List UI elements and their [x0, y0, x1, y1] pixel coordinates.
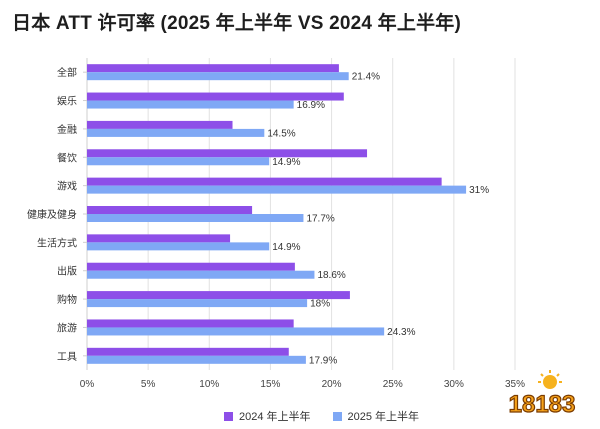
- legend-item-2025: 2025 年上半年: [332, 408, 420, 424]
- category-label: 生活方式: [37, 236, 77, 249]
- category-label: 健康及健身: [27, 208, 77, 221]
- x-tick-label: 20%: [322, 379, 342, 390]
- legend-swatch-2024: [224, 411, 233, 421]
- category-label: 餐饮: [57, 151, 77, 164]
- bar-2024: [87, 206, 253, 214]
- bar-2025: [87, 214, 304, 222]
- bar-2025: [87, 327, 385, 336]
- legend-swatch-2025: [332, 411, 342, 421]
- x-tick-label: 5%: [141, 379, 156, 390]
- data-label-2025: 18%: [310, 299, 330, 310]
- legend-item-2024: 2024 年上半年: [224, 408, 311, 424]
- bar-2025: [87, 157, 270, 166]
- bar-2025: [87, 270, 315, 279]
- data-label-2025: 24.3%: [387, 327, 415, 338]
- data-label-2025: 14.9%: [272, 157, 300, 168]
- bar-2024: [87, 177, 442, 186]
- bar-2025: [87, 72, 349, 81]
- bar-2025: [87, 100, 294, 109]
- category-label: 出版: [57, 265, 77, 278]
- category-label: 游戏: [57, 180, 77, 193]
- x-tick-label: 25%: [383, 379, 403, 390]
- data-label-2025: 14.5%: [267, 128, 295, 139]
- logo-18183: 18183: [508, 370, 576, 418]
- logo-text: 18183: [509, 391, 576, 418]
- category-label: 购物: [57, 293, 77, 306]
- bar-2024: [87, 149, 368, 158]
- category-label: 旅游: [57, 321, 77, 334]
- bar-2024: [87, 92, 344, 101]
- data-label-2025: 18.6%: [317, 270, 345, 281]
- legend-label-2024: 2024 年上半年: [239, 411, 311, 423]
- data-label-2025: 17.9%: [309, 355, 337, 366]
- legend-label-2025: 2025 年上半年: [347, 411, 420, 423]
- x-tick-label: 35%: [505, 379, 525, 390]
- category-label: 金融: [57, 123, 77, 136]
- bar-2024: [87, 234, 231, 243]
- bar-2024: [87, 262, 295, 271]
- chart-title: 日本 ATT 许可率 (2025 年上半年 VS 2024 年上半年): [12, 13, 462, 34]
- bar-2025: [87, 128, 265, 137]
- x-tick-label: 10%: [199, 379, 219, 390]
- legend: 2024 年上半年 2025 年上半年: [224, 408, 419, 424]
- x-tick-label: 15%: [260, 379, 280, 390]
- x-tick-label: 0%: [80, 379, 95, 390]
- data-label-2025: 16.9%: [297, 100, 325, 111]
- bar-2024: [87, 291, 350, 300]
- bar-2025: [87, 355, 306, 364]
- x-tick-label: 30%: [444, 379, 464, 390]
- bar-2024: [87, 120, 233, 129]
- category-label: 工具: [57, 351, 77, 363]
- data-label-2025: 17.7%: [306, 214, 334, 225]
- bar-2025: [87, 185, 467, 194]
- logo-sun-icon: [538, 370, 562, 389]
- bar-2024: [87, 64, 339, 73]
- data-label-2025: 31%: [469, 185, 489, 196]
- data-label-2025: 14.9%: [272, 242, 300, 253]
- bar-2024: [87, 347, 289, 356]
- bar-2025: [87, 242, 270, 251]
- category-label: 娱乐: [57, 95, 77, 108]
- bar-2024: [87, 319, 294, 328]
- category-label: 全部: [57, 66, 77, 79]
- bar-2025: [87, 299, 308, 308]
- data-label-2025: 21.4%: [352, 72, 380, 83]
